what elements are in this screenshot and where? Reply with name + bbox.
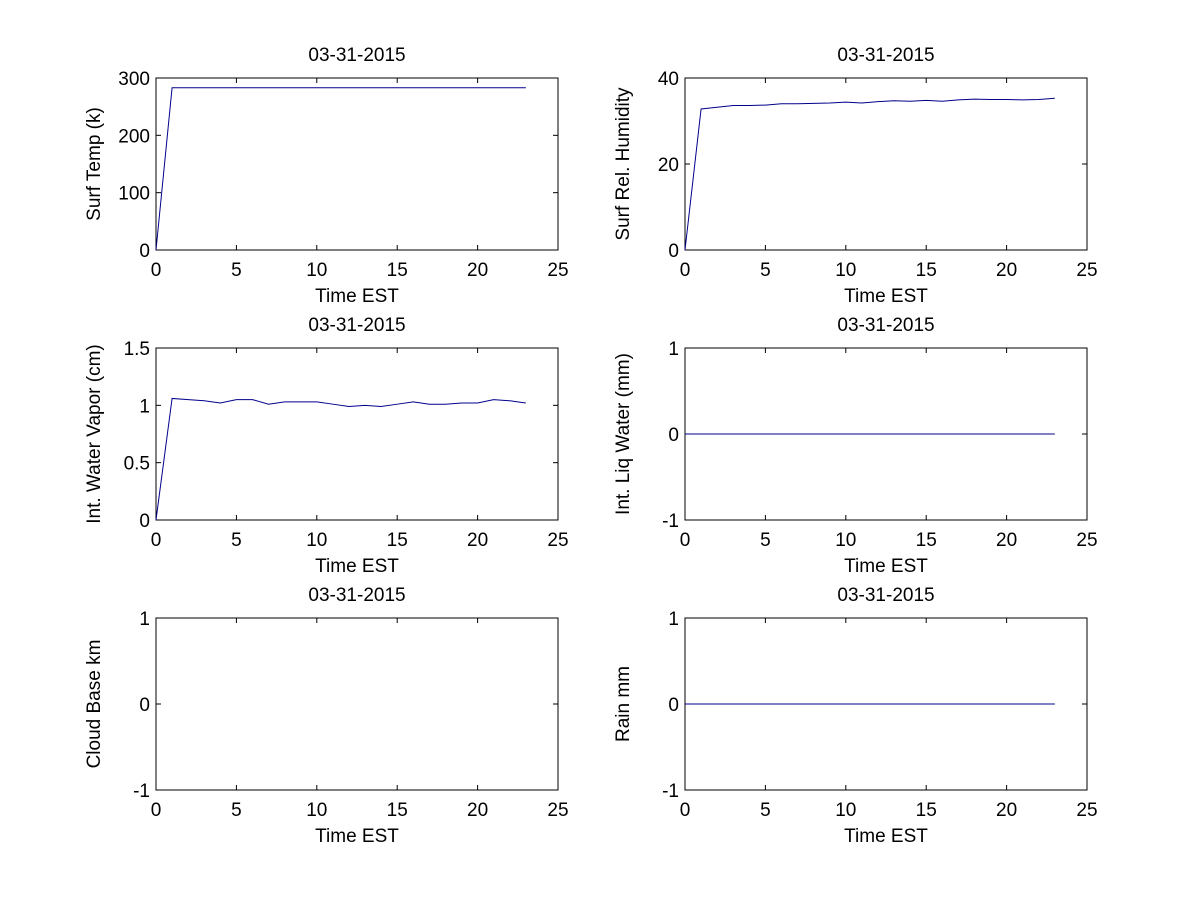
chart-title: 03-31-2015 <box>837 45 934 66</box>
x-tick-label: 10 <box>306 800 327 821</box>
y-axis-label: Surf Temp (k) <box>84 107 105 221</box>
x-tick-label: 20 <box>996 260 1017 281</box>
plot-area <box>684 77 1088 251</box>
x-tick-label: 0 <box>151 800 162 821</box>
chart-title: 03-31-2015 <box>837 315 934 336</box>
plot-area <box>155 347 559 521</box>
series-line <box>155 397 526 521</box>
x-tick-label: 10 <box>306 530 327 551</box>
x-axis-label: Time EST <box>844 826 928 847</box>
y-tick-label: 300 <box>118 69 150 90</box>
chart-title: 03-31-2015 <box>308 585 405 606</box>
x-tick-label: 20 <box>467 260 488 281</box>
x-tick-label: 10 <box>835 800 856 821</box>
y-tick-label: 1 <box>139 609 150 630</box>
x-axis-label: Time EST <box>844 556 928 577</box>
series-line <box>155 87 526 251</box>
x-tick-label: 10 <box>835 530 856 551</box>
y-tick-label: 100 <box>118 184 150 205</box>
y-tick-label: 1 <box>668 609 679 630</box>
x-tick-label: 5 <box>231 800 242 821</box>
x-tick-label: 25 <box>1076 530 1097 551</box>
x-axis-label: Time EST <box>315 826 399 847</box>
x-tick-label: 10 <box>835 260 856 281</box>
subplot-2: 0 5 10 15 20 25 0 20 40 03-31-2015 Time EST Surf Re… <box>613 45 1098 307</box>
plot-area <box>155 617 559 791</box>
y-tick-label: 0.5 <box>124 454 150 475</box>
y-axis-label: Rain mm <box>613 666 634 742</box>
y-tick-label: 1 <box>139 396 150 417</box>
x-axis-label: Time EST <box>844 286 928 307</box>
x-tick-label: 15 <box>387 530 408 551</box>
x-tick-label: 15 <box>916 260 937 281</box>
chart-title: 03-31-2015 <box>308 45 405 66</box>
y-tick-label: 200 <box>118 126 150 147</box>
y-tick-label: -1 <box>662 781 679 802</box>
x-tick-label: 15 <box>916 800 937 821</box>
x-tick-label: 25 <box>1076 260 1097 281</box>
subplot-3: 0 5 10 15 20 25 0 0.5 1 1.5 03-31-2015 Time EST Int.… <box>84 315 569 577</box>
x-tick-label: 25 <box>547 800 568 821</box>
x-tick-label: 25 <box>1076 800 1097 821</box>
x-tick-label: 0 <box>680 260 691 281</box>
x-tick-label: 0 <box>151 260 162 281</box>
y-axis-label: Surf Rel. Humidity <box>613 87 634 241</box>
series-line <box>684 97 1055 251</box>
y-tick-label: 40 <box>658 69 679 90</box>
y-axis-label: Int. Water Vapor (cm) <box>84 344 105 523</box>
x-tick-label: 20 <box>467 530 488 551</box>
x-tick-label: 20 <box>467 800 488 821</box>
x-tick-label: 20 <box>996 530 1017 551</box>
plot-area <box>155 77 559 251</box>
y-tick-label: 1 <box>668 339 679 360</box>
y-tick-label: 0 <box>139 511 150 532</box>
x-tick-label: 25 <box>547 530 568 551</box>
x-tick-label: 5 <box>760 530 771 551</box>
x-tick-label: 15 <box>387 800 408 821</box>
y-tick-label: 20 <box>658 155 679 176</box>
x-tick-label: 20 <box>996 800 1017 821</box>
x-tick-label: 5 <box>231 530 242 551</box>
y-tick-label: 0 <box>668 241 679 262</box>
y-axis-label: Int. Liq Water (mm) <box>613 353 634 515</box>
y-tick-label: -1 <box>662 511 679 532</box>
x-tick-label: 5 <box>231 260 242 281</box>
x-tick-label: 5 <box>760 800 771 821</box>
y-axis-label: Cloud Base km <box>84 640 105 769</box>
x-tick-label: 10 <box>306 260 327 281</box>
x-tick-label: 15 <box>916 530 937 551</box>
x-tick-label: 0 <box>680 800 691 821</box>
subplot-1: 0 5 10 15 20 25 0 100 200 300 03-31-2015 Time EST Su… <box>84 45 569 307</box>
y-tick-label: 0 <box>668 425 679 446</box>
x-tick-label: 15 <box>387 260 408 281</box>
chart-title: 03-31-2015 <box>837 585 934 606</box>
x-tick-label: 5 <box>760 260 771 281</box>
x-tick-label: 0 <box>151 530 162 551</box>
x-tick-label: 25 <box>547 260 568 281</box>
x-axis-label: Time EST <box>315 286 399 307</box>
y-tick-label: 1.5 <box>124 339 150 360</box>
y-tick-label: 0 <box>139 695 150 716</box>
x-tick-label: 0 <box>680 530 691 551</box>
y-tick-label: 0 <box>668 695 679 716</box>
x-axis-label: Time EST <box>315 556 399 577</box>
y-tick-label: -1 <box>133 781 150 802</box>
y-tick-label: 0 <box>139 241 150 262</box>
chart-title: 03-31-2015 <box>308 315 405 336</box>
